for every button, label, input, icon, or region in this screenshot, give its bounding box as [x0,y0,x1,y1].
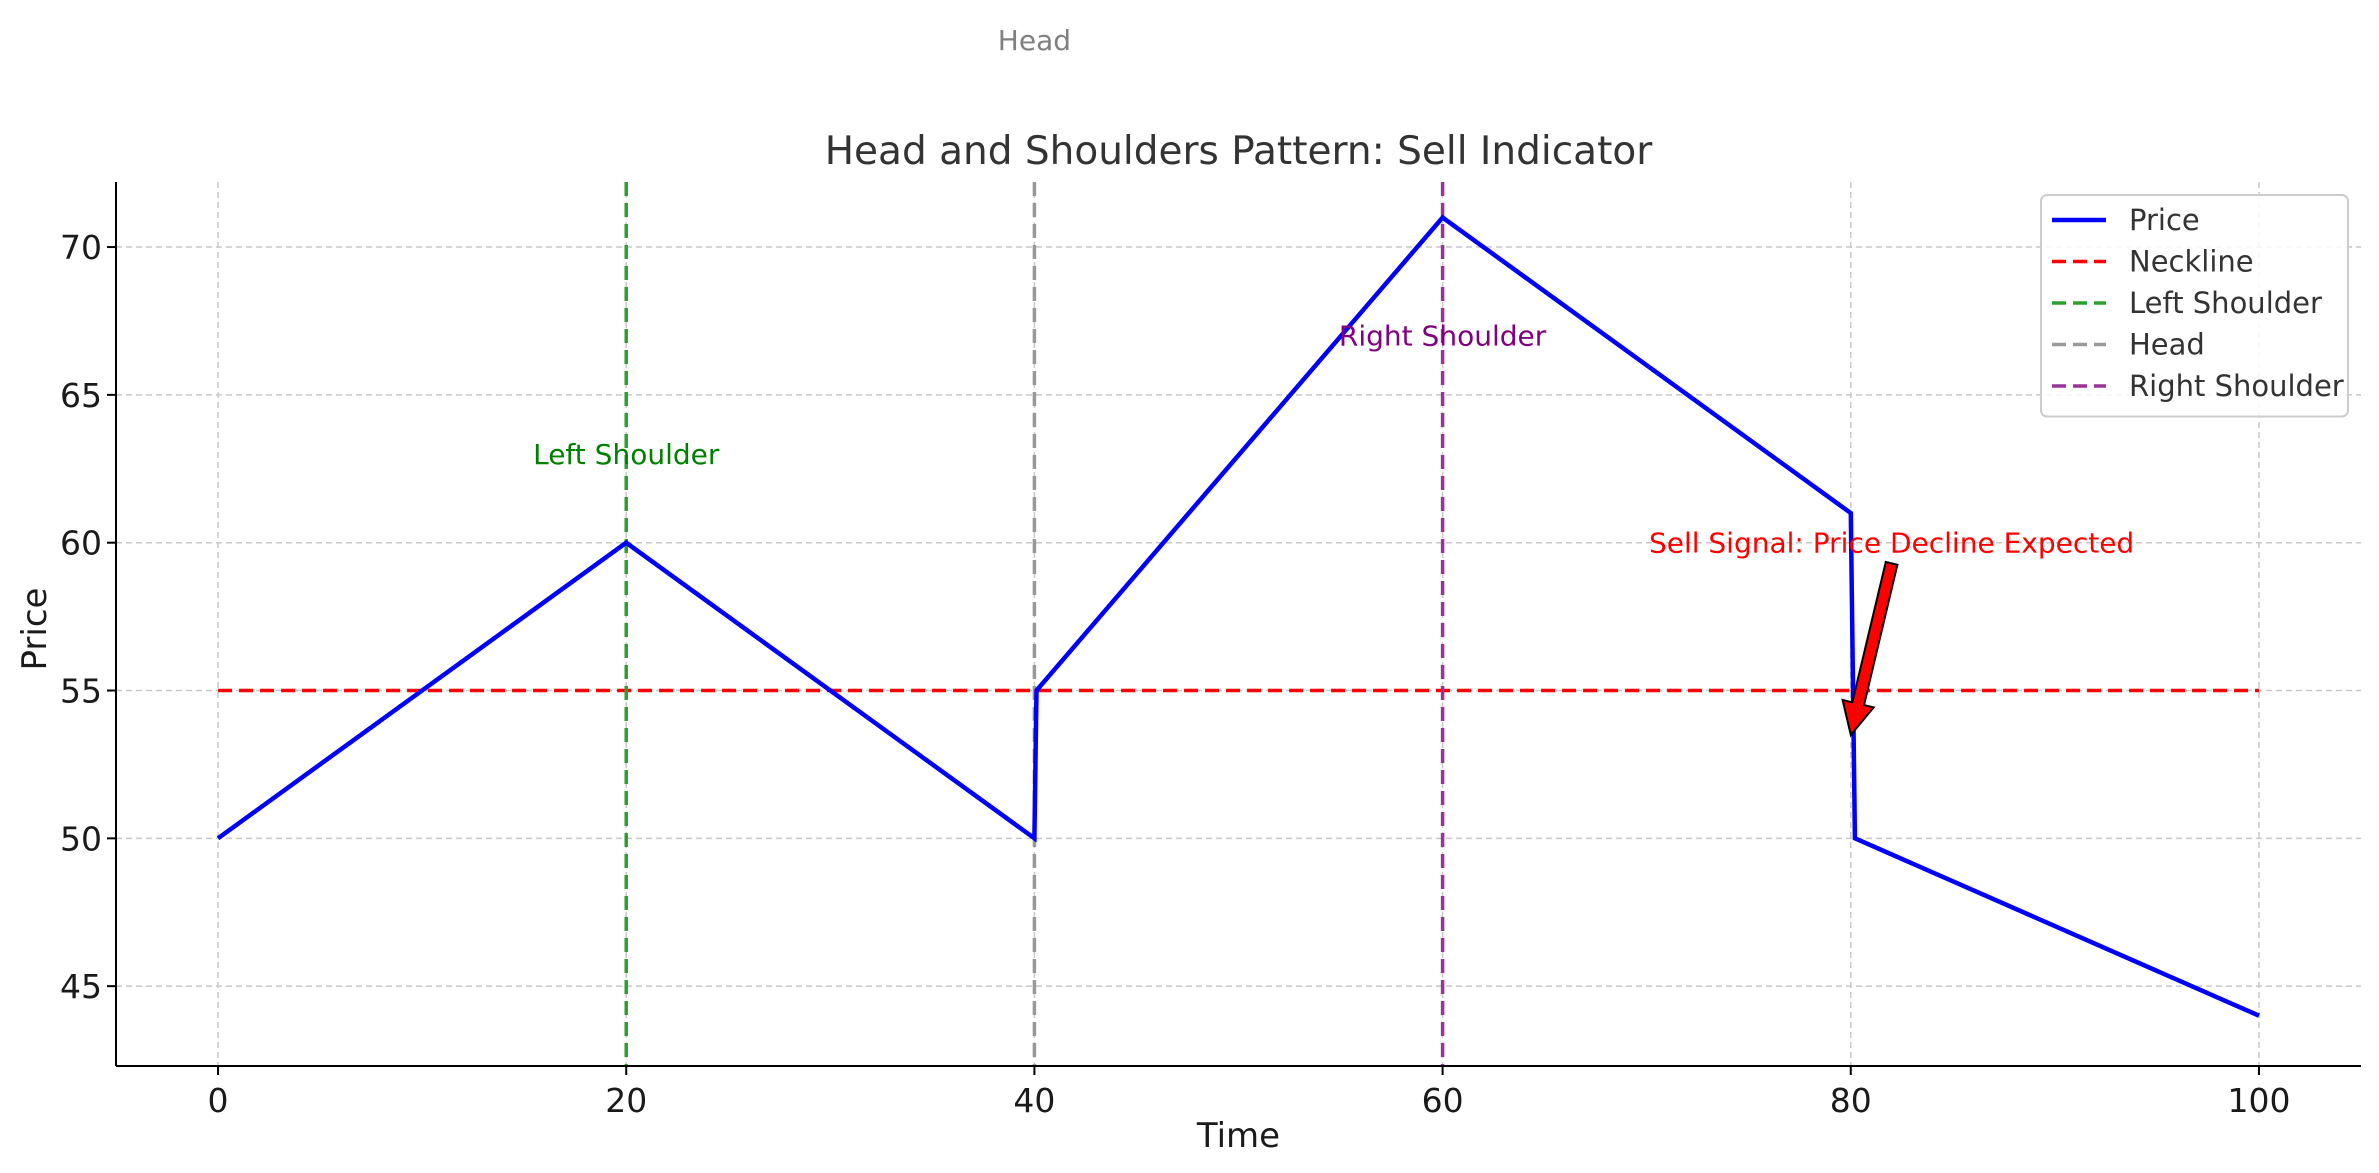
head-annotation: Head [998,24,1071,57]
price-series-line [216,214,2260,1018]
left-shoulder-annotation: Left Shoulder [533,438,720,471]
legend: Price Neckline Left Shoulder Head Right Shou… [2040,194,2349,418]
legend-label-left-shoulder: Left Shoulder [2129,286,2322,320]
y-tick-label: 60 [60,524,102,563]
y-tick-label: 65 [60,376,102,415]
legend-label-head: Head [2129,328,2205,362]
y-tick-label: 50 [60,819,102,858]
x-tick-label: 100 [2227,1081,2290,1120]
annotations: Left Shoulder Head Right Shoulder Sell Sign… [533,24,2134,738]
y-tick-label: 55 [60,672,102,711]
chart-title: Head and Shoulders Pattern: Sell Indicat… [825,129,1653,174]
x-tick-label: 40 [1013,1081,1055,1120]
sell-signal-price-decline-expected-annotation: Sell Signal: Price Decline Expected [1649,527,2134,560]
axes [115,182,2361,1067]
y-tick-label: 70 [60,228,102,267]
x-axis-label: Time [1196,1116,1280,1156]
y-tick-label: 45 [60,967,102,1006]
grid-lines [116,182,2361,1066]
legend-label-price: Price [2129,203,2200,237]
right-shoulder-annotation: Right Shoulder [1339,320,1547,353]
price-series [216,214,2260,1018]
sell-signal-arrow-icon [1841,560,1899,738]
reference-lines [218,182,2259,1066]
legend-label-neckline: Neckline [2129,245,2254,279]
y-axis-label: Price [15,588,55,671]
x-tick-label: 80 [1830,1081,1872,1120]
x-tick-label: 0 [208,1081,229,1120]
legend-box [2040,194,2349,418]
x-tick-label: 60 [1422,1081,1464,1120]
legend-label-right-shoulder: Right Shoulder [2129,369,2344,403]
x-tick-label: 20 [605,1081,647,1120]
tick-labels: 0 20 40 60 80 100 45 50 55 60 65 70 [60,228,2290,1120]
